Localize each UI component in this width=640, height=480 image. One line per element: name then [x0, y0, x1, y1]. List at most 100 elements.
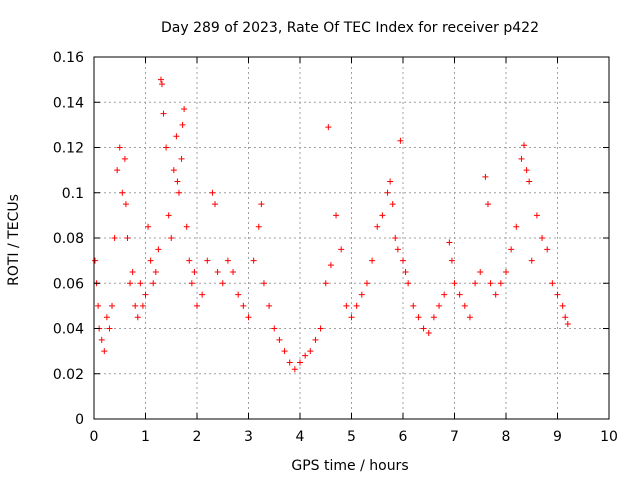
data-point [194, 302, 200, 309]
data-point [111, 235, 118, 241]
data-point [402, 268, 409, 275]
x-tick-label: 3 [244, 429, 253, 445]
data-point [397, 137, 404, 144]
data-point [456, 291, 463, 298]
y-tick-label: 0.02 [53, 367, 84, 383]
data-point [212, 201, 219, 208]
data-point [410, 302, 417, 309]
data-point [508, 246, 515, 253]
data-point [152, 268, 159, 275]
data-point [420, 325, 427, 332]
data-point [121, 155, 128, 162]
x-tick-label: 9 [553, 429, 562, 445]
data-point [158, 81, 165, 88]
data-point [482, 173, 489, 180]
data-point [521, 142, 528, 149]
x-tick-labels: 0 1 2 3 4 5 6 7 8 9 10 [90, 429, 618, 445]
data-point [174, 178, 181, 185]
data-point [181, 106, 188, 113]
y-tick-label: 0.14 [53, 95, 84, 111]
data-point [119, 189, 126, 196]
data-point [145, 223, 152, 230]
data-point [513, 223, 520, 230]
x-tick-label: 0 [90, 429, 99, 445]
data-point [276, 336, 283, 343]
x-axis-label: GPS time / hours [291, 458, 408, 474]
data-point [109, 302, 116, 309]
data-point [539, 235, 546, 241]
data-point [116, 144, 123, 151]
data-point [559, 302, 566, 309]
data-point [528, 257, 535, 264]
data-point [451, 280, 458, 287]
data-point [564, 320, 571, 327]
data-point [436, 302, 443, 309]
grid-lines [94, 57, 609, 419]
data-point [103, 314, 110, 321]
data-point [302, 352, 309, 359]
data-point [155, 246, 162, 253]
data-point [472, 280, 479, 287]
data-point [142, 291, 149, 298]
data-point [160, 110, 167, 117]
y-tick-labels: 0 0.02 0.04 0.06 0.08 0.1 0.12 0.14 0.16 [53, 50, 84, 428]
data-point [312, 336, 319, 343]
y-tick-label: 0.16 [53, 50, 84, 66]
data-point [127, 280, 134, 287]
x-tick-label: 6 [399, 429, 408, 445]
data-point [114, 167, 121, 174]
data-point [214, 268, 221, 275]
data-point [165, 212, 172, 219]
x-tick-label: 5 [347, 429, 356, 445]
data-point [325, 124, 332, 131]
data-point [544, 246, 551, 253]
data-point [448, 257, 455, 264]
y-tick-label: 0.12 [53, 141, 84, 157]
data-point [255, 223, 262, 230]
data-point [333, 212, 340, 219]
x-tick-label: 7 [450, 429, 459, 445]
x-tick-label: 2 [193, 429, 202, 445]
data-point [219, 280, 226, 287]
data-point [307, 348, 314, 355]
data-point [179, 121, 186, 128]
data-point [281, 348, 288, 355]
data-point [518, 155, 525, 162]
data-point [343, 302, 350, 309]
data-point [230, 268, 237, 275]
y-tick-label: 0.08 [53, 231, 84, 247]
y-tick-label: 0.1 [62, 186, 84, 202]
data-point [461, 302, 468, 309]
data-point [240, 302, 247, 309]
chart-title: Day 289 of 2023, Rate Of TEC Index for r… [161, 20, 539, 36]
data-point [477, 268, 484, 275]
x-tick-label: 8 [502, 429, 511, 445]
data-point [446, 239, 453, 246]
data-point [139, 302, 146, 309]
data-point [271, 325, 278, 332]
data-point [348, 314, 355, 321]
data-point [338, 246, 345, 253]
data-point [484, 201, 491, 208]
data-point [526, 178, 533, 185]
data-point [122, 201, 129, 208]
data-point [387, 178, 394, 185]
data-point [260, 280, 267, 287]
data-point [183, 223, 190, 230]
data-point [353, 302, 360, 309]
data-point [98, 336, 105, 343]
data-point [132, 302, 139, 309]
y-tick-label: 0 [75, 412, 84, 428]
data-point [95, 302, 102, 309]
data-point [191, 268, 198, 275]
data-point [291, 366, 298, 373]
data-point [549, 280, 556, 287]
data-points [92, 76, 571, 373]
data-point [147, 257, 154, 264]
data-point [554, 291, 561, 298]
data-point [533, 212, 540, 219]
data-point [178, 155, 185, 162]
data-point [209, 189, 216, 196]
data-point [250, 257, 257, 264]
